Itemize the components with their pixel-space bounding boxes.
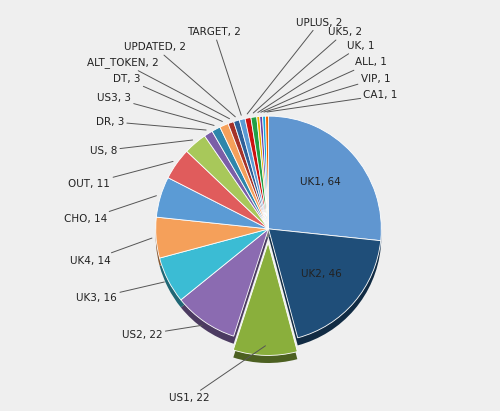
Wedge shape — [251, 117, 268, 229]
Text: UK, 1: UK, 1 — [258, 41, 374, 113]
Wedge shape — [228, 129, 268, 236]
Text: US2, 22: US2, 22 — [122, 325, 202, 340]
Wedge shape — [228, 122, 268, 229]
Text: UPLUS, 2: UPLUS, 2 — [247, 18, 342, 114]
Wedge shape — [268, 116, 382, 241]
Text: ALL, 1: ALL, 1 — [261, 58, 387, 112]
Wedge shape — [268, 229, 380, 338]
Wedge shape — [186, 136, 268, 229]
Text: US, 8: US, 8 — [90, 140, 192, 155]
Wedge shape — [240, 126, 268, 236]
Text: UPDATED, 2: UPDATED, 2 — [124, 42, 236, 117]
Wedge shape — [262, 116, 268, 229]
Wedge shape — [220, 124, 268, 229]
Text: UK4, 14: UK4, 14 — [70, 238, 152, 266]
Text: CA1, 1: CA1, 1 — [267, 90, 398, 112]
Wedge shape — [160, 229, 268, 300]
Wedge shape — [220, 131, 268, 236]
Wedge shape — [268, 236, 380, 345]
Text: VIP, 1: VIP, 1 — [264, 74, 390, 112]
Wedge shape — [234, 250, 298, 363]
Wedge shape — [260, 116, 268, 229]
Text: US3, 3: US3, 3 — [97, 93, 214, 125]
Wedge shape — [168, 159, 268, 236]
Wedge shape — [266, 116, 268, 229]
Text: UK5, 2: UK5, 2 — [254, 27, 362, 113]
Wedge shape — [204, 139, 268, 236]
Text: ALT_TOKEN, 2: ALT_TOKEN, 2 — [86, 57, 230, 119]
Text: UK1, 64: UK1, 64 — [300, 177, 341, 187]
Text: UK3, 16: UK3, 16 — [76, 282, 164, 302]
Wedge shape — [160, 236, 268, 307]
Wedge shape — [260, 124, 268, 236]
Text: DT, 3: DT, 3 — [113, 74, 222, 122]
Wedge shape — [234, 127, 268, 236]
Wedge shape — [262, 124, 268, 236]
Wedge shape — [240, 119, 268, 229]
Wedge shape — [266, 124, 268, 236]
Wedge shape — [156, 225, 268, 266]
Text: DR, 3: DR, 3 — [96, 117, 206, 130]
Wedge shape — [168, 151, 268, 229]
Text: TARGET, 2: TARGET, 2 — [187, 27, 241, 115]
Text: US1, 22: US1, 22 — [168, 346, 266, 403]
Wedge shape — [181, 236, 268, 344]
Text: CHO, 14: CHO, 14 — [64, 196, 156, 224]
Wedge shape — [181, 229, 268, 336]
Wedge shape — [156, 185, 268, 236]
Wedge shape — [186, 143, 268, 236]
Wedge shape — [204, 131, 268, 229]
Wedge shape — [212, 127, 268, 229]
Wedge shape — [251, 124, 268, 236]
Wedge shape — [245, 125, 268, 236]
Wedge shape — [245, 118, 268, 229]
Wedge shape — [212, 135, 268, 236]
Wedge shape — [156, 217, 268, 258]
Wedge shape — [234, 120, 268, 229]
Text: UK2, 46: UK2, 46 — [302, 269, 342, 279]
Wedge shape — [234, 242, 298, 356]
Wedge shape — [268, 124, 382, 248]
Wedge shape — [256, 124, 268, 236]
Text: OUT, 11: OUT, 11 — [68, 162, 173, 189]
Wedge shape — [156, 178, 268, 229]
Wedge shape — [256, 116, 268, 229]
